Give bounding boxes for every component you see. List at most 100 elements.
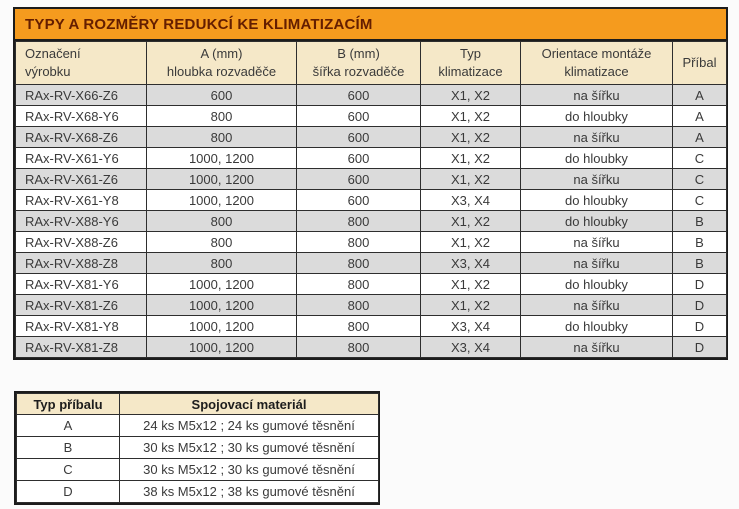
column-header-package-type: Typ příbalu	[16, 393, 120, 415]
width-value: 800	[296, 252, 421, 274]
ac-type-value: X1, X2	[420, 105, 521, 127]
depth-value: 1000, 1200	[146, 315, 297, 337]
table-row: RAx-RV-X81-Y6 1000, 1200 800 X1, X2 do hloub…	[15, 273, 727, 295]
package-value: C	[672, 189, 727, 211]
fastening-material: 30 ks M5x12 ; 30 ks gumové těsnění	[119, 458, 379, 481]
orientation-value: na šířku	[520, 231, 673, 253]
column-header-product: Označení výrobku	[15, 41, 147, 85]
orientation-value: do hloubky	[520, 315, 673, 337]
column-header-depth-a: A (mm) hloubka rozvaděče	[146, 41, 297, 85]
table-row: RAx-RV-X81-Y8 1000, 1200 800 X3, X4 do hloub…	[15, 315, 727, 337]
package-type: C	[16, 458, 120, 481]
ac-type-value: X1, X2	[420, 210, 521, 232]
product-code: RAx-RV-X81-Z8	[15, 336, 147, 358]
package-value: B	[672, 231, 727, 253]
depth-value: 1000, 1200	[146, 189, 297, 211]
product-code: RAx-RV-X68-Y6	[15, 105, 147, 127]
ac-type-value: X3, X4	[420, 189, 521, 211]
width-value: 600	[296, 126, 421, 148]
product-code: RAx-RV-X81-Z6	[15, 294, 147, 316]
column-header-ac-type: Typ klimatizace	[420, 41, 521, 85]
product-code: RAx-RV-X88-Y6	[15, 210, 147, 232]
column-header-fastening-material: Spojovací materiál	[119, 393, 379, 415]
width-value: 600	[296, 105, 421, 127]
table-row: D 38 ks M5x12 ; 38 ks gumové těsnění	[16, 480, 379, 503]
depth-value: 800	[146, 252, 297, 274]
package-value: A	[672, 126, 727, 148]
package-value: A	[672, 84, 727, 106]
table-row: A 24 ks M5x12 ; 24 ks gumové těsnění	[16, 414, 379, 437]
orientation-value: do hloubky	[520, 147, 673, 169]
depth-value: 800	[146, 105, 297, 127]
orientation-value: na šířku	[520, 126, 673, 148]
product-code: RAx-RV-X61-Y8	[15, 189, 147, 211]
width-value: 800	[296, 315, 421, 337]
width-value: 800	[296, 273, 421, 295]
table-row: C 30 ks M5x12 ; 30 ks gumové těsnění	[16, 458, 379, 481]
column-header-orientation: Orientace montáže klimatizace	[520, 41, 673, 85]
package-value: A	[672, 105, 727, 127]
package-value: C	[672, 147, 727, 169]
column-header-package: Příbal	[672, 41, 727, 85]
ac-type-value: X1, X2	[420, 168, 521, 190]
ac-type-value: X3, X4	[420, 315, 521, 337]
ac-type-value: X1, X2	[420, 84, 521, 106]
ac-type-value: X1, X2	[420, 147, 521, 169]
depth-value: 600	[146, 84, 297, 106]
table-row: B 30 ks M5x12 ; 30 ks gumové těsnění	[16, 436, 379, 459]
depth-value: 800	[146, 126, 297, 148]
orientation-value: do hloubky	[520, 273, 673, 295]
fastening-material: 24 ks M5x12 ; 24 ks gumové těsnění	[119, 414, 379, 437]
width-value: 800	[296, 231, 421, 253]
product-code: RAx-RV-X61-Y6	[15, 147, 147, 169]
table-row: RAx-RV-X61-Y6 1000, 1200 600 X1, X2 do hloub…	[15, 147, 727, 169]
package-value: D	[672, 336, 727, 358]
header-row: Typ příbalu Spojovací materiál	[16, 393, 379, 415]
table-row: RAx-RV-X66-Z6 600 600 X1, X2 na šířku A	[15, 84, 727, 106]
table-title: TYPY A ROZMĚRY REDUKCÍ KE KLIMATIZACÍM	[15, 9, 726, 41]
fastening-material: 30 ks M5x12 ; 30 ks gumové těsnění	[119, 436, 379, 459]
column-header-width-b: B (mm) šířka rozvaděče	[296, 41, 421, 85]
package-value: B	[672, 210, 727, 232]
depth-value: 1000, 1200	[146, 294, 297, 316]
width-value: 800	[296, 336, 421, 358]
table-row: RAx-RV-X61-Z6 1000, 1200 600 X1, X2 na šířku…	[15, 168, 727, 190]
package-value: C	[672, 168, 727, 190]
width-value: 800	[296, 294, 421, 316]
package-value: D	[672, 315, 727, 337]
product-code: RAx-RV-X88-Z8	[15, 252, 147, 274]
header-row: Označení výrobku A (mm) hloubka rozvaděč…	[15, 41, 727, 85]
accessory-table: Typ příbalu Spojovací materiál A 24 ks M5…	[16, 393, 379, 503]
package-type: A	[16, 414, 120, 437]
depth-value: 1000, 1200	[146, 336, 297, 358]
product-code: RAx-RV-X88-Z6	[15, 231, 147, 253]
table-row: RAx-RV-X61-Y8 1000, 1200 600 X3, X4 do hloub…	[15, 189, 727, 211]
width-value: 600	[296, 147, 421, 169]
package-type: D	[16, 480, 120, 503]
orientation-value: na šířku	[520, 168, 673, 190]
width-value: 800	[296, 210, 421, 232]
table-row: RAx-RV-X81-Z6 1000, 1200 800 X1, X2 na šířku…	[15, 294, 727, 316]
orientation-value: do hloubky	[520, 189, 673, 211]
package-value: B	[672, 252, 727, 274]
table-row: RAx-RV-X88-Z6 800 800 X1, X2 na šířku B	[15, 231, 727, 253]
table-row: RAx-RV-X88-Z8 800 800 X3, X4 na šířku B	[15, 252, 727, 274]
accessory-table-block: Typ příbalu Spojovací materiál A 24 ks M5…	[14, 391, 380, 505]
table-row: RAx-RV-X68-Z6 800 600 X1, X2 na šířku A	[15, 126, 727, 148]
dimensions-table: Označení výrobku A (mm) hloubka rozvaděč…	[15, 41, 727, 358]
orientation-value: na šířku	[520, 336, 673, 358]
width-value: 600	[296, 84, 421, 106]
ac-type-value: X3, X4	[420, 252, 521, 274]
orientation-value: na šířku	[520, 294, 673, 316]
fastening-material: 38 ks M5x12 ; 38 ks gumové těsnění	[119, 480, 379, 503]
table-row: RAx-RV-X81-Z8 1000, 1200 800 X3, X4 na šířku…	[15, 336, 727, 358]
depth-value: 1000, 1200	[146, 147, 297, 169]
product-code: RAx-RV-X68-Z6	[15, 126, 147, 148]
ac-type-value: X3, X4	[420, 336, 521, 358]
orientation-value: na šířku	[520, 84, 673, 106]
depth-value: 1000, 1200	[146, 168, 297, 190]
product-code: RAx-RV-X81-Y8	[15, 315, 147, 337]
depth-value: 800	[146, 210, 297, 232]
ac-type-value: X1, X2	[420, 126, 521, 148]
